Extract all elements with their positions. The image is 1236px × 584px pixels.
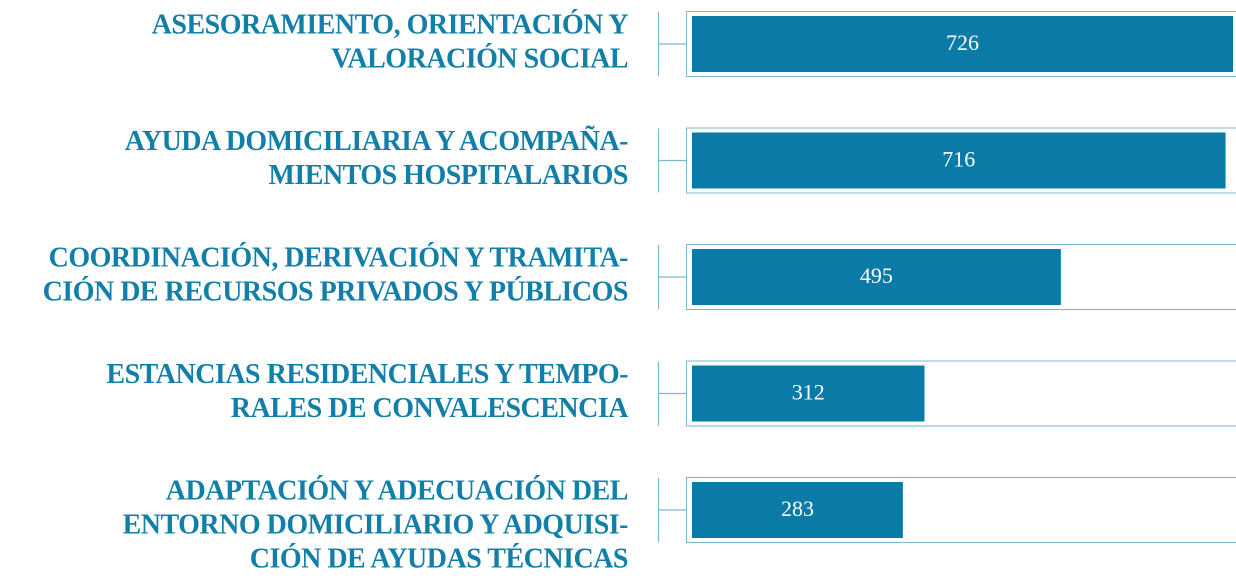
bar	[692, 365, 925, 422]
value-label: 726	[946, 30, 979, 55]
category-label: ASESORAMIENTO, ORIENTACIÓN Y	[152, 9, 629, 40]
category-label: COORDINACIÓN, DERIVACIÓN Y TRAMITA-	[49, 242, 629, 273]
category-label: CIÓN DE AYUDAS TÉCNICAS	[250, 543, 628, 574]
category-label: AYUDA DOMICILIARIA Y ACOMPAÑA-	[125, 126, 628, 157]
category-label: ENTORNO DOMICILIARIO Y ADQUISI-	[123, 509, 629, 540]
category-label: RALES DE CONVALESCENCIA	[231, 393, 629, 424]
value-label: 312	[792, 380, 825, 405]
bar	[692, 132, 1226, 189]
category-label: MIENTOS HOSPITALARIOS	[268, 160, 628, 191]
value-label: 716	[942, 147, 975, 172]
value-label: 495	[860, 263, 893, 288]
category-label: CIÓN DE RECURSOS PRIVADOS Y PÚBLICOS	[43, 276, 628, 307]
bar	[692, 16, 1233, 72]
value-label: 283	[781, 496, 814, 521]
category-label: ESTANCIAS RESIDENCIALES Y TEMPO-	[106, 359, 628, 390]
bar	[692, 482, 903, 538]
category-label: ADAPTACIÓN Y ADECUACIÓN DEL	[166, 475, 628, 506]
bar	[692, 249, 1061, 305]
category-label: VALORACIÓN SOCIAL	[331, 43, 628, 74]
